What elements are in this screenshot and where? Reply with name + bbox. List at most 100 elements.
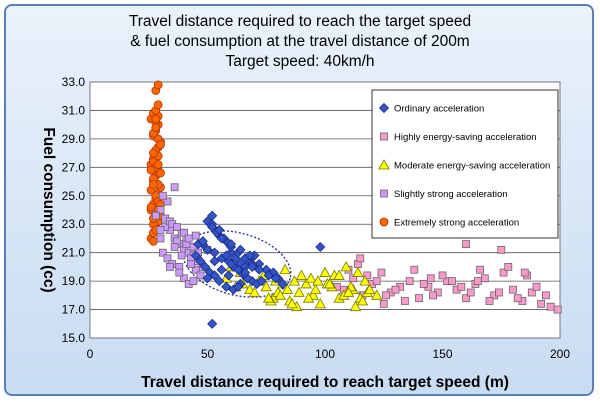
data-point — [156, 226, 165, 234]
data-point — [232, 281, 244, 292]
data-point — [319, 266, 331, 277]
data-point — [295, 269, 308, 280]
data-point — [300, 278, 312, 289]
data-point — [175, 268, 184, 277]
data-points — [146, 80, 562, 329]
data-point — [419, 280, 428, 288]
data-point — [356, 254, 365, 263]
data-point — [207, 210, 218, 221]
legend-marker — [378, 102, 390, 114]
data-point — [309, 283, 322, 295]
data-point — [476, 265, 485, 274]
legend-label: Extremely strong acceleration — [394, 218, 519, 229]
data-point — [187, 260, 195, 268]
data-point — [196, 271, 205, 280]
data-point — [426, 274, 435, 283]
data-point — [305, 272, 317, 283]
data-point — [542, 291, 550, 300]
data-point — [359, 275, 371, 286]
data-point — [156, 206, 165, 214]
data-point — [216, 233, 227, 244]
data-point — [190, 250, 201, 261]
legend-label: Highly energy-saving acceleration — [394, 132, 537, 143]
data-point — [156, 140, 165, 149]
data-point — [149, 179, 158, 189]
x-tick-label: 100 — [315, 347, 335, 361]
data-point — [509, 285, 517, 294]
data-point — [537, 299, 546, 308]
data-point — [363, 283, 376, 295]
data-point — [415, 294, 423, 303]
data-point — [400, 297, 409, 305]
data-point — [153, 80, 163, 90]
data-point — [223, 270, 234, 281]
y-tick-label: 23.0 — [62, 217, 86, 231]
data-point — [270, 273, 281, 284]
data-point — [202, 244, 213, 255]
data-point — [447, 277, 456, 286]
data-point — [158, 248, 167, 257]
data-point — [532, 282, 541, 291]
y-axis-title: Fuel consumption (cc) — [40, 127, 57, 292]
legend-marker — [380, 189, 388, 198]
data-point — [274, 289, 287, 300]
data-point — [200, 261, 211, 272]
data-point — [184, 234, 193, 243]
data-point — [349, 274, 358, 283]
data-point — [497, 245, 506, 254]
y-tick-label: 31.0 — [62, 103, 86, 117]
data-point — [356, 295, 369, 306]
data-point — [173, 223, 181, 231]
data-point — [221, 281, 232, 292]
data-point — [260, 280, 272, 292]
data-point — [165, 262, 174, 271]
data-point — [156, 234, 165, 243]
legend-label: Moderate energy-saving acceleration — [394, 161, 550, 172]
data-point — [153, 100, 163, 110]
data-point — [151, 123, 161, 132]
title-line-3: Target speed: 40km/h — [225, 53, 375, 70]
legend-marker — [380, 132, 388, 141]
data-point — [379, 299, 388, 308]
data-point — [244, 250, 255, 261]
x-tick-label: 200 — [550, 347, 570, 361]
data-point — [457, 282, 466, 291]
data-point — [221, 250, 232, 261]
data-point — [225, 258, 237, 270]
data-point — [163, 197, 172, 206]
data-point — [247, 261, 258, 272]
series-2 — [220, 261, 383, 312]
data-point — [315, 241, 326, 253]
data-point — [149, 148, 158, 158]
data-point — [180, 228, 188, 237]
y-tick-labels: 15.0 17.0 19.0 21.0 23.0 25.0 27.0 29.0 31.0 33.0 — [62, 75, 86, 345]
data-point — [158, 191, 167, 200]
data-point — [207, 318, 218, 329]
y-tick-label: 33.0 — [62, 75, 86, 89]
data-point — [349, 300, 362, 312]
data-point — [254, 264, 265, 275]
data-point — [377, 268, 386, 277]
data-point — [277, 278, 288, 290]
data-point — [189, 277, 198, 286]
data-point — [429, 291, 438, 300]
x-tick-labels: 0 50 100 150 200 — [87, 347, 571, 361]
data-point — [302, 292, 315, 303]
y-tick-label: 27.0 — [62, 160, 86, 174]
data-point — [209, 270, 220, 281]
legend-marker — [378, 159, 390, 170]
data-point — [527, 288, 536, 297]
data-point — [494, 288, 503, 297]
data-point — [462, 294, 470, 303]
data-point — [473, 277, 482, 286]
data-point — [207, 222, 218, 233]
y-tick-label: 21.0 — [62, 246, 86, 260]
data-point — [195, 256, 206, 267]
data-point — [146, 165, 156, 175]
data-point — [504, 262, 513, 271]
data-point — [216, 264, 227, 275]
data-point — [156, 168, 165, 178]
data-point — [191, 231, 200, 240]
data-point — [256, 276, 267, 287]
